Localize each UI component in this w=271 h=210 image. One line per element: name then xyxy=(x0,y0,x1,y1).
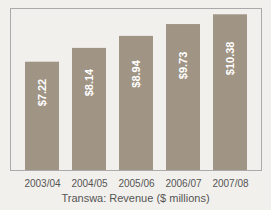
svg-text:$7.22: $7.22 xyxy=(36,79,48,107)
svg-text:2005/06: 2005/06 xyxy=(118,178,155,189)
svg-text:$8.14: $8.14 xyxy=(83,68,95,96)
svg-text:$8.94: $8.94 xyxy=(130,59,142,87)
svg-text:2004/05: 2004/05 xyxy=(71,178,108,189)
svg-text:2003/04: 2003/04 xyxy=(24,178,61,189)
svg-text:2006/07: 2006/07 xyxy=(165,178,202,189)
svg-text:2007/08: 2007/08 xyxy=(212,178,249,189)
html-text:Transwa: Revenue ($ millions): Transwa: Revenue ($ millions) xyxy=(61,192,210,204)
svg-text:$9.73: $9.73 xyxy=(177,52,189,80)
svg-text:$10.38: $10.38 xyxy=(224,42,236,76)
